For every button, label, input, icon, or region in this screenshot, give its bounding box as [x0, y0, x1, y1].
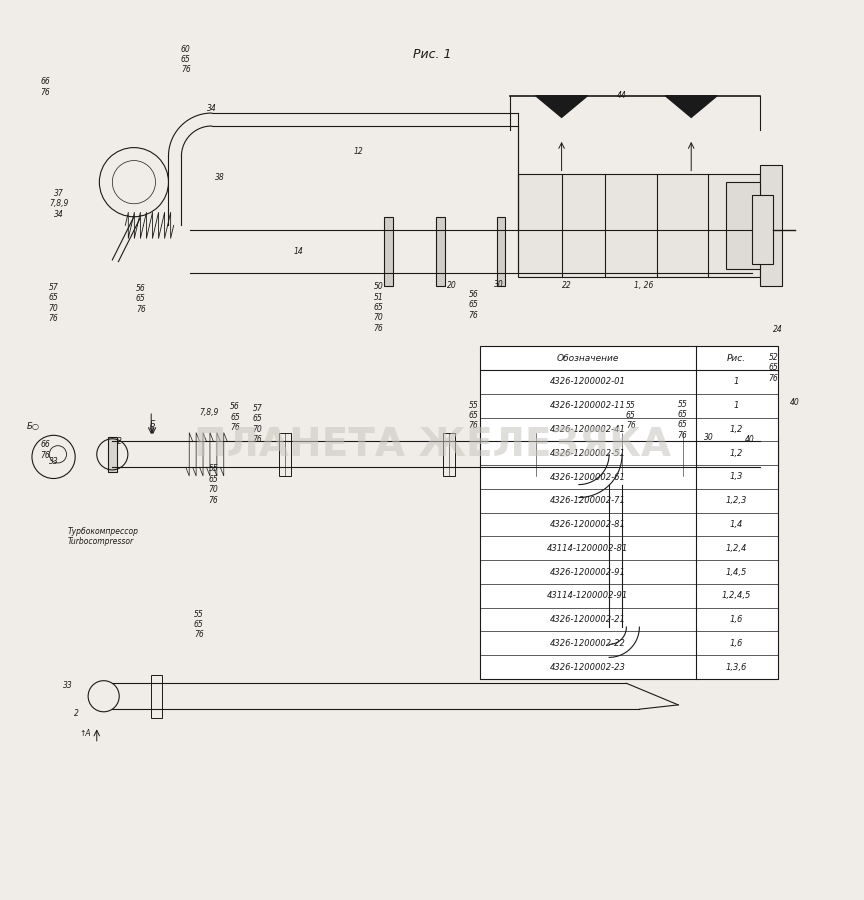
Text: 44: 44: [617, 91, 627, 100]
Bar: [279, 433, 291, 476]
Bar: [497, 217, 505, 286]
Text: 33: 33: [62, 680, 73, 689]
Text: 4326-1200002-21: 4326-1200002-21: [550, 615, 626, 624]
Bar: [151, 675, 162, 718]
Text: 1,6: 1,6: [730, 615, 743, 624]
Text: 55
65
76: 55 65 76: [468, 400, 479, 430]
Text: 1: 1: [734, 377, 740, 386]
Text: Турбокомпрессор
Turbocompressor: Турбокомпрессор Turbocompressor: [67, 526, 138, 546]
Text: 33: 33: [48, 456, 59, 465]
Text: 30: 30: [493, 280, 504, 289]
Text: 43114-1200002-91: 43114-1200002-91: [547, 591, 628, 600]
Text: 57
65
70
76: 57 65 70 76: [48, 283, 59, 323]
Text: Рис.: Рис.: [727, 354, 746, 363]
Text: 1,2,3: 1,2,3: [726, 496, 747, 505]
Bar: [726, 182, 760, 268]
Text: 40: 40: [790, 398, 800, 407]
Text: 4326-1200002-22: 4326-1200002-22: [550, 639, 626, 648]
Text: 52
65
76: 52 65 76: [768, 353, 778, 382]
Text: 55
65
76: 55 65 76: [626, 400, 636, 430]
Text: 1,2: 1,2: [730, 425, 743, 434]
Text: Обозначение: Обозначение: [556, 354, 619, 363]
Text: 56
65
76: 56 65 76: [230, 402, 240, 432]
Bar: [384, 217, 393, 286]
Text: 1,3,6: 1,3,6: [726, 662, 747, 671]
Text: Рис. 1: Рис. 1: [413, 49, 451, 61]
Text: 4326-1200002-23: 4326-1200002-23: [550, 662, 626, 671]
Bar: [530, 433, 542, 476]
Polygon shape: [665, 95, 717, 117]
Text: 1, 26: 1, 26: [634, 282, 653, 291]
Bar: [616, 433, 628, 476]
Text: 1,4: 1,4: [730, 520, 743, 529]
Text: 43114-1200002-81: 43114-1200002-81: [547, 544, 628, 553]
Bar: [752, 195, 773, 265]
Text: 1,2,4: 1,2,4: [726, 544, 747, 553]
Text: 66
76: 66 76: [40, 440, 50, 460]
Text: Б○: Б○: [26, 422, 40, 431]
Bar: [760, 437, 778, 472]
Text: Б: Б: [150, 419, 156, 428]
Text: ПЛАНЕТА ЖЕЛЕЗЯКА: ПЛАНЕТА ЖЕЛЕЗЯКА: [194, 427, 670, 464]
Text: 55
65
70
76: 55 65 70 76: [208, 464, 219, 505]
Text: 4326-1200002-61: 4326-1200002-61: [550, 472, 626, 482]
Text: 1,2,4,5: 1,2,4,5: [722, 591, 751, 600]
Text: 4326-1200002-71: 4326-1200002-71: [550, 496, 626, 505]
Text: 12: 12: [353, 148, 364, 157]
Text: 4326-1200002-41: 4326-1200002-41: [550, 425, 626, 434]
Text: 1,6: 1,6: [730, 639, 743, 648]
Text: 22: 22: [562, 282, 572, 291]
Bar: [677, 433, 689, 476]
Bar: [436, 217, 445, 286]
Text: 55
65
65
76: 55 65 65 76: [677, 400, 688, 440]
Text: 30: 30: [703, 433, 714, 442]
Text: 55
65
76: 55 65 76: [194, 609, 204, 639]
Text: 50
51
65
70
76: 50 51 65 70 76: [373, 282, 384, 333]
Text: 4326-1200002-91: 4326-1200002-91: [550, 568, 626, 577]
Text: ↑A: ↑A: [79, 729, 92, 738]
Text: 4326-1200002-01: 4326-1200002-01: [550, 377, 626, 386]
Bar: [443, 433, 455, 476]
Bar: [480, 346, 778, 679]
Text: 2: 2: [73, 709, 79, 718]
Text: 66
76: 66 76: [40, 77, 50, 97]
Text: 24: 24: [772, 325, 783, 334]
Text: 7,8,9: 7,8,9: [200, 409, 219, 418]
Polygon shape: [536, 95, 588, 117]
Text: 4326-1200002-81: 4326-1200002-81: [550, 520, 626, 529]
Text: 2: 2: [117, 436, 122, 446]
Text: 4326-1200002-51: 4326-1200002-51: [550, 449, 626, 458]
Text: 60
65
76: 60 65 76: [181, 45, 191, 75]
Text: 57
65
70
76: 57 65 70 76: [252, 404, 263, 445]
Text: 38: 38: [215, 174, 226, 183]
Text: 14: 14: [293, 247, 303, 256]
Text: 1,3: 1,3: [730, 472, 743, 482]
Text: 56
65
76: 56 65 76: [136, 284, 146, 314]
Text: 56
65
76: 56 65 76: [468, 290, 479, 320]
Text: 1,4,5: 1,4,5: [726, 568, 747, 577]
Text: 40: 40: [745, 435, 755, 444]
Text: 1,2: 1,2: [730, 449, 743, 458]
Text: 20: 20: [447, 282, 457, 291]
Bar: [108, 437, 117, 472]
Bar: [760, 165, 782, 286]
Text: 37
7,8,9
34: 37 7,8,9 34: [49, 189, 68, 219]
Text: 4326-1200002-11: 4326-1200002-11: [550, 401, 626, 410]
Bar: [518, 174, 760, 277]
Text: 1: 1: [734, 401, 740, 410]
Text: 34: 34: [206, 104, 217, 113]
